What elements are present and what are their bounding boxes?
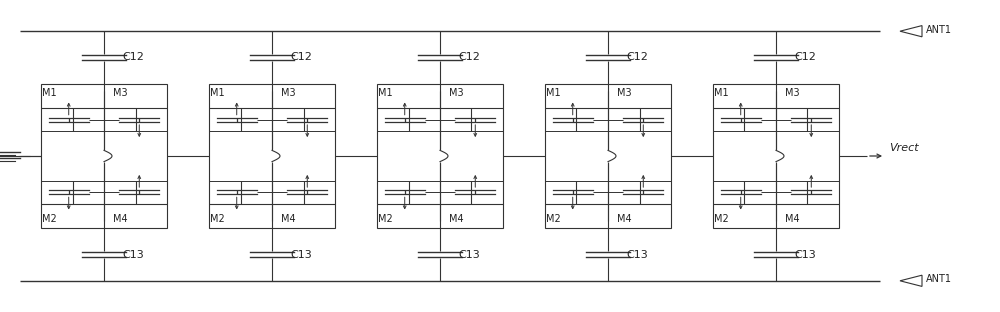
Text: C13: C13 — [458, 250, 480, 260]
Text: M4: M4 — [617, 214, 631, 225]
Text: M3: M3 — [281, 87, 295, 98]
Bar — [41, 84, 167, 228]
Text: M4: M4 — [113, 214, 127, 225]
Text: M2: M2 — [546, 214, 561, 225]
Text: ANT1: ANT1 — [926, 274, 952, 284]
Text: M4: M4 — [785, 214, 799, 225]
Text: M2: M2 — [210, 214, 225, 225]
Bar — [377, 84, 503, 228]
Text: M2: M2 — [378, 214, 393, 225]
Text: C12: C12 — [458, 52, 480, 62]
Text: C13: C13 — [626, 250, 648, 260]
Text: M1: M1 — [42, 87, 57, 98]
Text: M3: M3 — [785, 87, 799, 98]
Text: M1: M1 — [210, 87, 225, 98]
Text: C12: C12 — [794, 52, 816, 62]
Bar — [713, 84, 839, 228]
Text: C12: C12 — [626, 52, 648, 62]
Text: C13: C13 — [290, 250, 312, 260]
Text: C13: C13 — [794, 250, 816, 260]
Text: M1: M1 — [714, 87, 729, 98]
Bar — [209, 84, 335, 228]
Text: M2: M2 — [42, 214, 57, 225]
Text: Vrect: Vrect — [889, 143, 919, 153]
Text: M4: M4 — [281, 214, 295, 225]
Text: C13: C13 — [122, 250, 144, 260]
Text: M2: M2 — [714, 214, 729, 225]
Text: M3: M3 — [113, 87, 127, 98]
Text: M3: M3 — [617, 87, 631, 98]
Text: C12: C12 — [290, 52, 312, 62]
Text: ANT1: ANT1 — [926, 25, 952, 35]
Text: M1: M1 — [546, 87, 561, 98]
Text: M4: M4 — [449, 214, 463, 225]
Text: C12: C12 — [122, 52, 144, 62]
Text: M1: M1 — [378, 87, 393, 98]
Bar — [545, 84, 671, 228]
Text: M3: M3 — [449, 87, 463, 98]
